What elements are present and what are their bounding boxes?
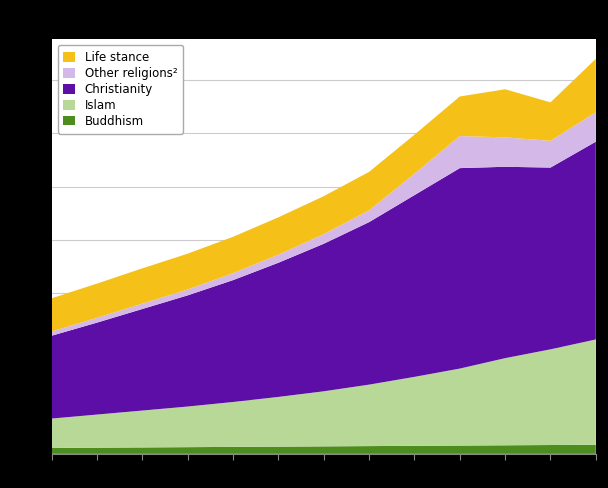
Legend: Life stance, Other religions², Christianity, Islam, Buddhism: Life stance, Other religions², Christian… <box>58 45 183 134</box>
